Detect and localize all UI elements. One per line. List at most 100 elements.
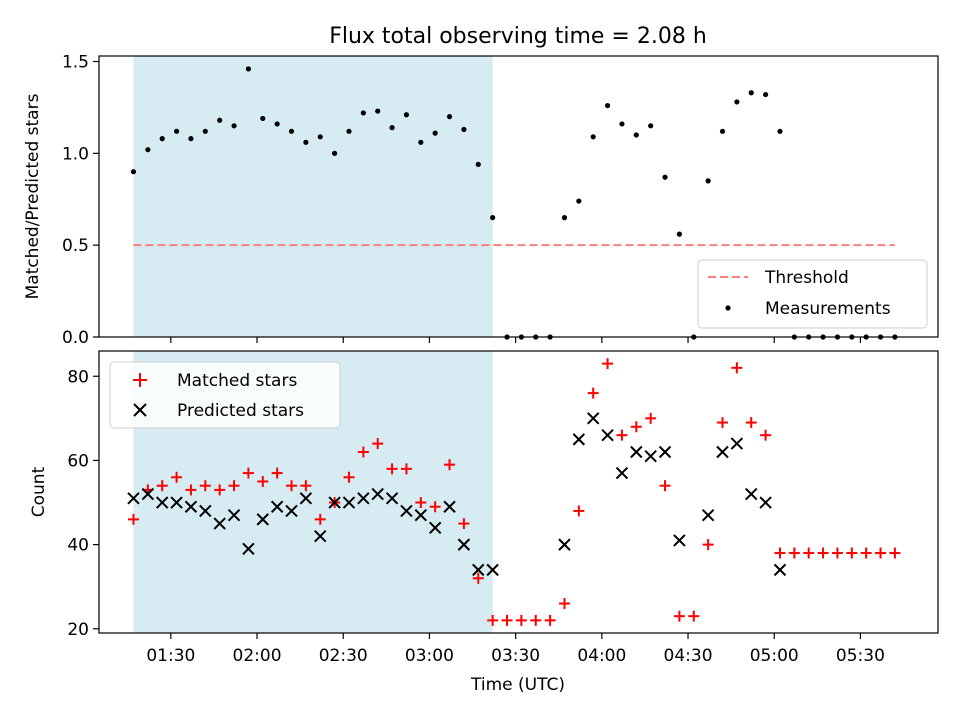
measurement-point [202, 128, 208, 134]
count-ytick-label: 60 [67, 451, 89, 471]
chart-title: Flux total observing time = 2.08 h [329, 24, 707, 49]
matched-star-point [760, 429, 772, 441]
predicted-star-point [199, 504, 212, 518]
measurement-point [130, 169, 137, 175]
predicted-star-point [457, 538, 471, 551]
predicted-star-point [285, 504, 298, 518]
matched-star-point [185, 484, 197, 496]
matched-star-point [616, 429, 628, 441]
count-panel: 20 40 60 80 01:30 02:00 02:30 03:00 03:30 04:00 0… [29, 350, 939, 695]
predicted-star-point [400, 504, 413, 518]
count-ytick-label: 80 [67, 367, 89, 387]
measurement-point [490, 215, 496, 221]
matched-star-point [573, 505, 585, 517]
predicted-star-point [270, 500, 284, 513]
matched-star-point [242, 467, 254, 479]
measurement-point [619, 121, 625, 127]
matched-star-point [774, 547, 786, 559]
predicted-star-point [242, 542, 255, 556]
matched-star-point [458, 518, 470, 530]
ratio-legend-box [697, 259, 928, 329]
matched-star-point [558, 598, 570, 610]
matched-star-point [530, 614, 542, 626]
measurement-point [633, 132, 639, 138]
count-ytick-label: 40 [67, 536, 89, 556]
observing-window-shade [133, 56, 493, 337]
measurement-point [576, 198, 582, 204]
measurement-point [173, 128, 180, 134]
legend-measurements-swatch [725, 305, 731, 311]
x-tick-label: 03:30 [491, 646, 540, 666]
predicted-star-point [256, 513, 269, 526]
predicted-star-point [443, 500, 456, 513]
legend-measurements-label: Measurements [765, 299, 891, 319]
predicted-star-point [385, 492, 399, 505]
measurement-point [777, 128, 783, 134]
predicted-star-point [414, 508, 428, 522]
measurement-point [719, 128, 726, 134]
matched-star-point [372, 438, 384, 450]
ratio-ytick-label: 0.0 [62, 328, 89, 348]
predicted-star-point [601, 428, 614, 442]
predicted-star-point [745, 487, 758, 501]
ratio-legend: Threshold Measurements [697, 259, 928, 329]
predicted-star-point [428, 521, 442, 534]
matched-star-point [544, 614, 556, 626]
predicted-star-point [314, 529, 327, 543]
x-tick-label: 02:00 [233, 646, 282, 666]
matched-star-point [587, 387, 599, 399]
matched-star-point [444, 459, 456, 471]
predicted-star-point [170, 496, 183, 509]
predicted-star-point [615, 466, 629, 480]
legend-predicted-label: Predicted stars [177, 401, 304, 421]
measurement-point [317, 134, 323, 140]
measurement-point [432, 130, 438, 136]
predicted-star-point [213, 517, 226, 530]
predicted-star-point [572, 433, 586, 446]
measurement-point [748, 90, 754, 96]
measurement-point [346, 128, 352, 134]
measurement-point [676, 231, 683, 237]
matched-star-point [199, 480, 211, 492]
matched-star-point [817, 547, 829, 559]
ratio-panel: 0.0 0.5 1.0 1.5 Matched/Predicted stars Thr… [23, 53, 939, 348]
measurement-point [231, 123, 237, 129]
predicted-star-point [342, 496, 356, 509]
matched-star-point [889, 547, 901, 559]
predicted-star-point [486, 563, 499, 577]
matched-star-point [875, 547, 887, 559]
matched-star-point [386, 463, 398, 475]
matched-star-point [688, 610, 700, 622]
ratio-y-axis-label: Matched/Predicted stars [23, 93, 43, 299]
ratio-panel-frame [98, 55, 939, 338]
measurement-point [389, 125, 395, 131]
predicted-star-point [716, 445, 729, 459]
matched-star-point [472, 572, 484, 584]
predicted-star-point [141, 487, 155, 501]
matched-star-point [171, 471, 183, 483]
predicted-star-point [658, 445, 672, 459]
predicted-star-point [127, 492, 140, 505]
matched-star-point [429, 501, 441, 513]
measurement-point [145, 147, 151, 153]
matched-star-point [673, 610, 685, 622]
legend-threshold-label: Threshold [764, 268, 849, 288]
measurement-point [590, 134, 596, 140]
ratio-ytick-label: 0.5 [62, 236, 89, 256]
measurement-point [648, 123, 654, 129]
matched-star-point [645, 412, 657, 424]
measurement-point [274, 121, 280, 127]
x-tick-label: 05:00 [750, 646, 799, 666]
matched-star-point [788, 547, 800, 559]
count-panel-frame [98, 350, 939, 634]
x-tick-label: 05:30 [836, 646, 885, 666]
x-tick-label: 04:00 [577, 646, 626, 666]
matched-star-point [257, 475, 269, 487]
predicted-star-point [328, 496, 341, 509]
matched-star-point [846, 547, 858, 559]
predicted-star-point [472, 563, 485, 577]
predicted-star-point [299, 492, 313, 505]
predicted-star-point [701, 508, 715, 522]
legend-matched-swatch [133, 373, 147, 387]
